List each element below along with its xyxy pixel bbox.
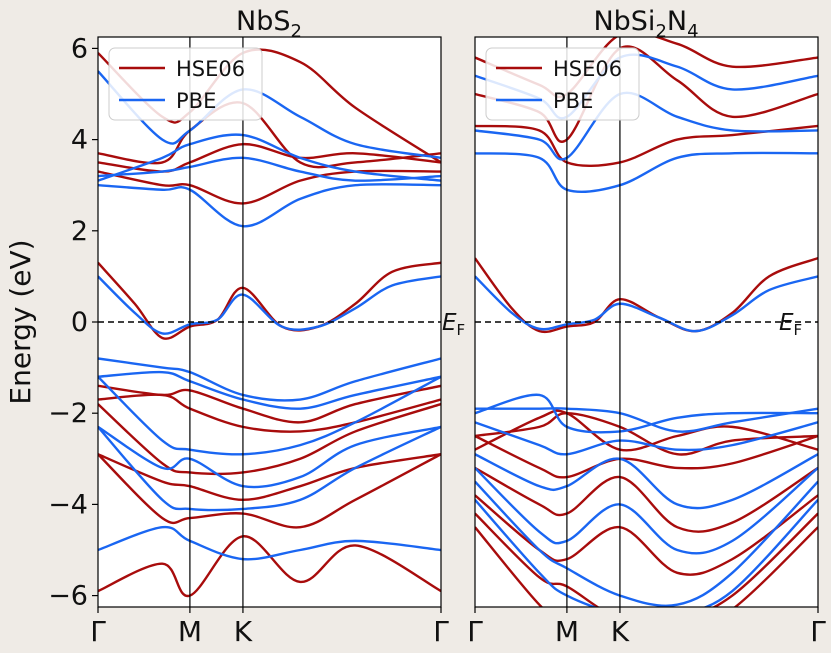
x-tick-label: Γ <box>467 615 483 648</box>
y-tick-label: 0 <box>71 307 88 338</box>
x-tick-label: Γ <box>433 615 449 648</box>
legend-box <box>108 47 263 121</box>
legend-label-hse06: HSE06 <box>553 57 622 81</box>
legend-box <box>485 47 640 121</box>
y-tick-label: −4 <box>48 489 88 520</box>
panel-nbs2-kpoint-lines <box>189 37 244 607</box>
x-tick-label: K <box>611 615 630 648</box>
fermi-label-left: EF <box>442 310 465 339</box>
legend-label-pbe: PBE <box>553 89 593 113</box>
panel-nbsi2n4-frame <box>474 36 819 608</box>
y-tick-label: 4 <box>71 125 88 156</box>
panel-nbsi2n4-kpoint-lines <box>566 37 621 607</box>
hse06-band-0 <box>475 512 818 607</box>
fermi-label-right: EF <box>779 310 802 339</box>
panel-nbs2-title: NbS2 <box>236 6 302 42</box>
x-tick-label: K <box>234 615 253 648</box>
y-axis-ticks: −6 −4 −2 0 2 4 6 <box>48 33 98 612</box>
y-tick-label: 2 <box>71 216 88 247</box>
legend-label-hse06: HSE06 <box>176 57 245 81</box>
x-tick-label: M <box>178 615 202 648</box>
panel-nbsi2n4-legend: HSE06 PBE <box>485 47 640 121</box>
y-tick-label: −6 <box>48 581 88 612</box>
y-axis-label: Energy (eV) <box>4 239 37 404</box>
y-tick-label: −2 <box>48 398 88 429</box>
legend-label-pbe: PBE <box>176 89 216 113</box>
pbe-band-1 <box>475 499 818 607</box>
x-tick-label: M <box>555 615 579 648</box>
hse06-band-3 <box>475 466 818 533</box>
x-tick-label: Γ <box>90 615 106 648</box>
x-tick-label: Γ <box>810 615 826 648</box>
hse06-band-1 <box>475 526 818 607</box>
pbe-band-0 <box>475 480 818 607</box>
panel-nbsi2n4-title: NbSi2N4 <box>593 6 698 42</box>
panel-nbs2-legend: HSE06 PBE <box>108 47 263 121</box>
y-tick-label: 6 <box>71 33 88 64</box>
